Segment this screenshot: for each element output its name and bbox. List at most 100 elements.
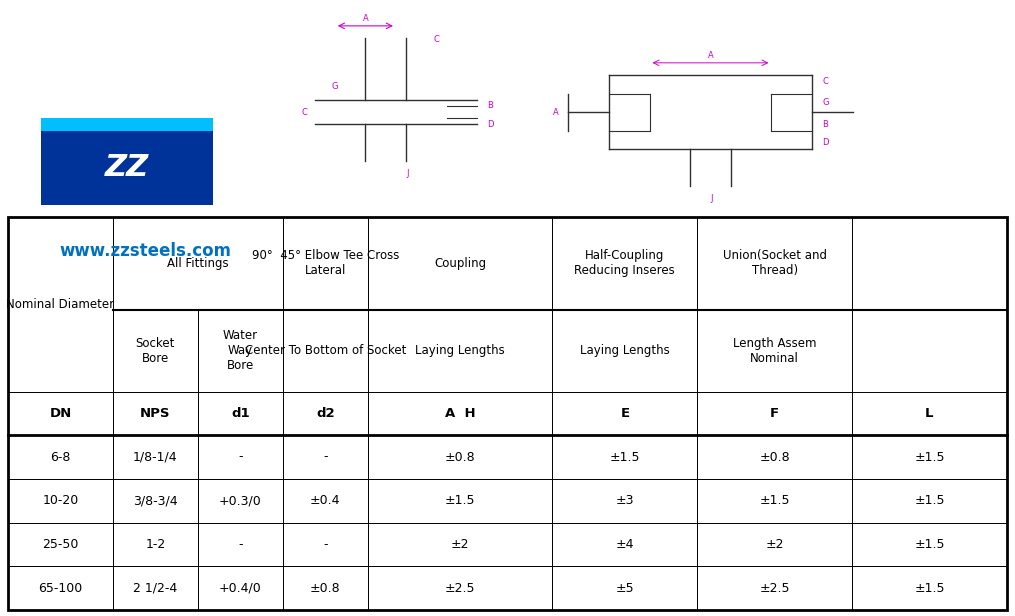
Bar <box>8 566 113 610</box>
Text: -: - <box>239 450 243 463</box>
Text: ±0.8: ±0.8 <box>759 450 790 463</box>
Bar <box>852 479 1007 522</box>
Text: ±2.5: ±2.5 <box>759 582 790 594</box>
Text: ±1.5: ±1.5 <box>915 538 945 551</box>
Text: ±1.5: ±1.5 <box>610 450 640 463</box>
Text: ±0.8: ±0.8 <box>445 450 475 463</box>
Bar <box>41 131 213 205</box>
Text: G: G <box>822 99 828 107</box>
Bar <box>8 435 113 479</box>
Bar <box>367 435 552 479</box>
Text: Center To Bottom of Socket: Center To Bottom of Socket <box>245 344 406 357</box>
Bar <box>283 479 367 522</box>
Text: NPS: NPS <box>140 407 171 420</box>
Bar <box>697 435 852 479</box>
Text: F: F <box>770 407 780 420</box>
Text: 1/8-1/4: 1/8-1/4 <box>133 450 178 463</box>
Text: Laying Lengths: Laying Lengths <box>415 344 504 357</box>
Text: ±1.5: ±1.5 <box>915 582 945 594</box>
Text: ±1.5: ±1.5 <box>445 494 475 507</box>
Text: Half-Coupling
Reducing Inseres: Half-Coupling Reducing Inseres <box>574 249 675 277</box>
Text: ±0.4: ±0.4 <box>310 494 340 507</box>
Bar <box>198 479 283 522</box>
Text: A: A <box>362 14 368 23</box>
Text: A: A <box>552 108 558 116</box>
Text: ±2: ±2 <box>765 538 784 551</box>
Bar <box>113 392 198 435</box>
Text: 6-8: 6-8 <box>51 450 71 463</box>
Text: B: B <box>487 102 493 110</box>
Text: ±2.5: ±2.5 <box>445 582 475 594</box>
Text: +0.4/0: +0.4/0 <box>219 582 262 594</box>
Bar <box>0 0 1015 217</box>
Text: 90°  45° Elbow Tee Cross
Lateral: 90° 45° Elbow Tee Cross Lateral <box>252 249 399 277</box>
Bar <box>852 522 1007 566</box>
Bar <box>8 479 113 522</box>
Text: Socket
Bore: Socket Bore <box>136 337 176 365</box>
Bar <box>283 310 367 392</box>
Bar <box>283 566 367 610</box>
Text: ±1.5: ±1.5 <box>915 450 945 463</box>
Text: Water
Way
Bore: Water Way Bore <box>222 329 258 372</box>
Text: D: D <box>487 120 493 129</box>
Bar <box>552 217 697 310</box>
Text: -: - <box>323 450 328 463</box>
Bar <box>113 310 198 392</box>
Bar <box>367 522 552 566</box>
Text: L: L <box>926 407 934 420</box>
Bar <box>697 392 852 435</box>
Text: Coupling: Coupling <box>434 257 486 270</box>
Text: -: - <box>323 538 328 551</box>
Bar <box>198 435 283 479</box>
Bar <box>367 479 552 522</box>
Text: ±1.5: ±1.5 <box>759 494 790 507</box>
Text: 10-20: 10-20 <box>43 494 79 507</box>
Text: 65-100: 65-100 <box>39 582 82 594</box>
Bar <box>697 217 852 310</box>
Text: +0.3/0: +0.3/0 <box>219 494 262 507</box>
Bar <box>552 310 697 392</box>
Bar <box>8 217 1007 610</box>
Text: D: D <box>822 139 828 147</box>
Text: www.zzsteels.com: www.zzsteels.com <box>60 242 231 260</box>
Bar <box>198 310 283 392</box>
Bar <box>283 217 367 310</box>
Text: ±2: ±2 <box>451 538 469 551</box>
Text: -: - <box>239 538 243 551</box>
Bar <box>852 392 1007 435</box>
Bar <box>198 392 283 435</box>
Bar <box>113 566 198 610</box>
Text: C: C <box>301 108 308 116</box>
Text: d2: d2 <box>316 407 335 420</box>
Text: ±4: ±4 <box>616 538 634 551</box>
Bar <box>283 435 367 479</box>
Bar <box>283 392 367 435</box>
Bar <box>8 217 113 392</box>
Text: J: J <box>406 169 408 178</box>
Bar <box>367 310 552 392</box>
Bar <box>852 566 1007 610</box>
Text: Nominal Diameter: Nominal Diameter <box>6 298 115 310</box>
Bar <box>697 310 852 392</box>
Bar <box>198 522 283 566</box>
Text: Laying Lengths: Laying Lengths <box>580 344 670 357</box>
Bar <box>552 392 697 435</box>
Text: All Fittings: All Fittings <box>167 257 228 270</box>
Text: ±1.5: ±1.5 <box>915 494 945 507</box>
Bar <box>552 566 697 610</box>
Bar <box>697 566 852 610</box>
Bar <box>367 392 552 435</box>
Bar <box>283 522 367 566</box>
Text: J: J <box>710 194 713 203</box>
Text: C: C <box>822 77 828 86</box>
Text: G: G <box>332 81 338 91</box>
Bar <box>367 217 552 310</box>
Bar <box>697 479 852 522</box>
Bar <box>367 566 552 610</box>
Bar <box>198 566 283 610</box>
Bar <box>552 435 697 479</box>
Bar <box>113 522 198 566</box>
Bar <box>113 435 198 479</box>
Bar <box>552 522 697 566</box>
Text: ±3: ±3 <box>616 494 634 507</box>
